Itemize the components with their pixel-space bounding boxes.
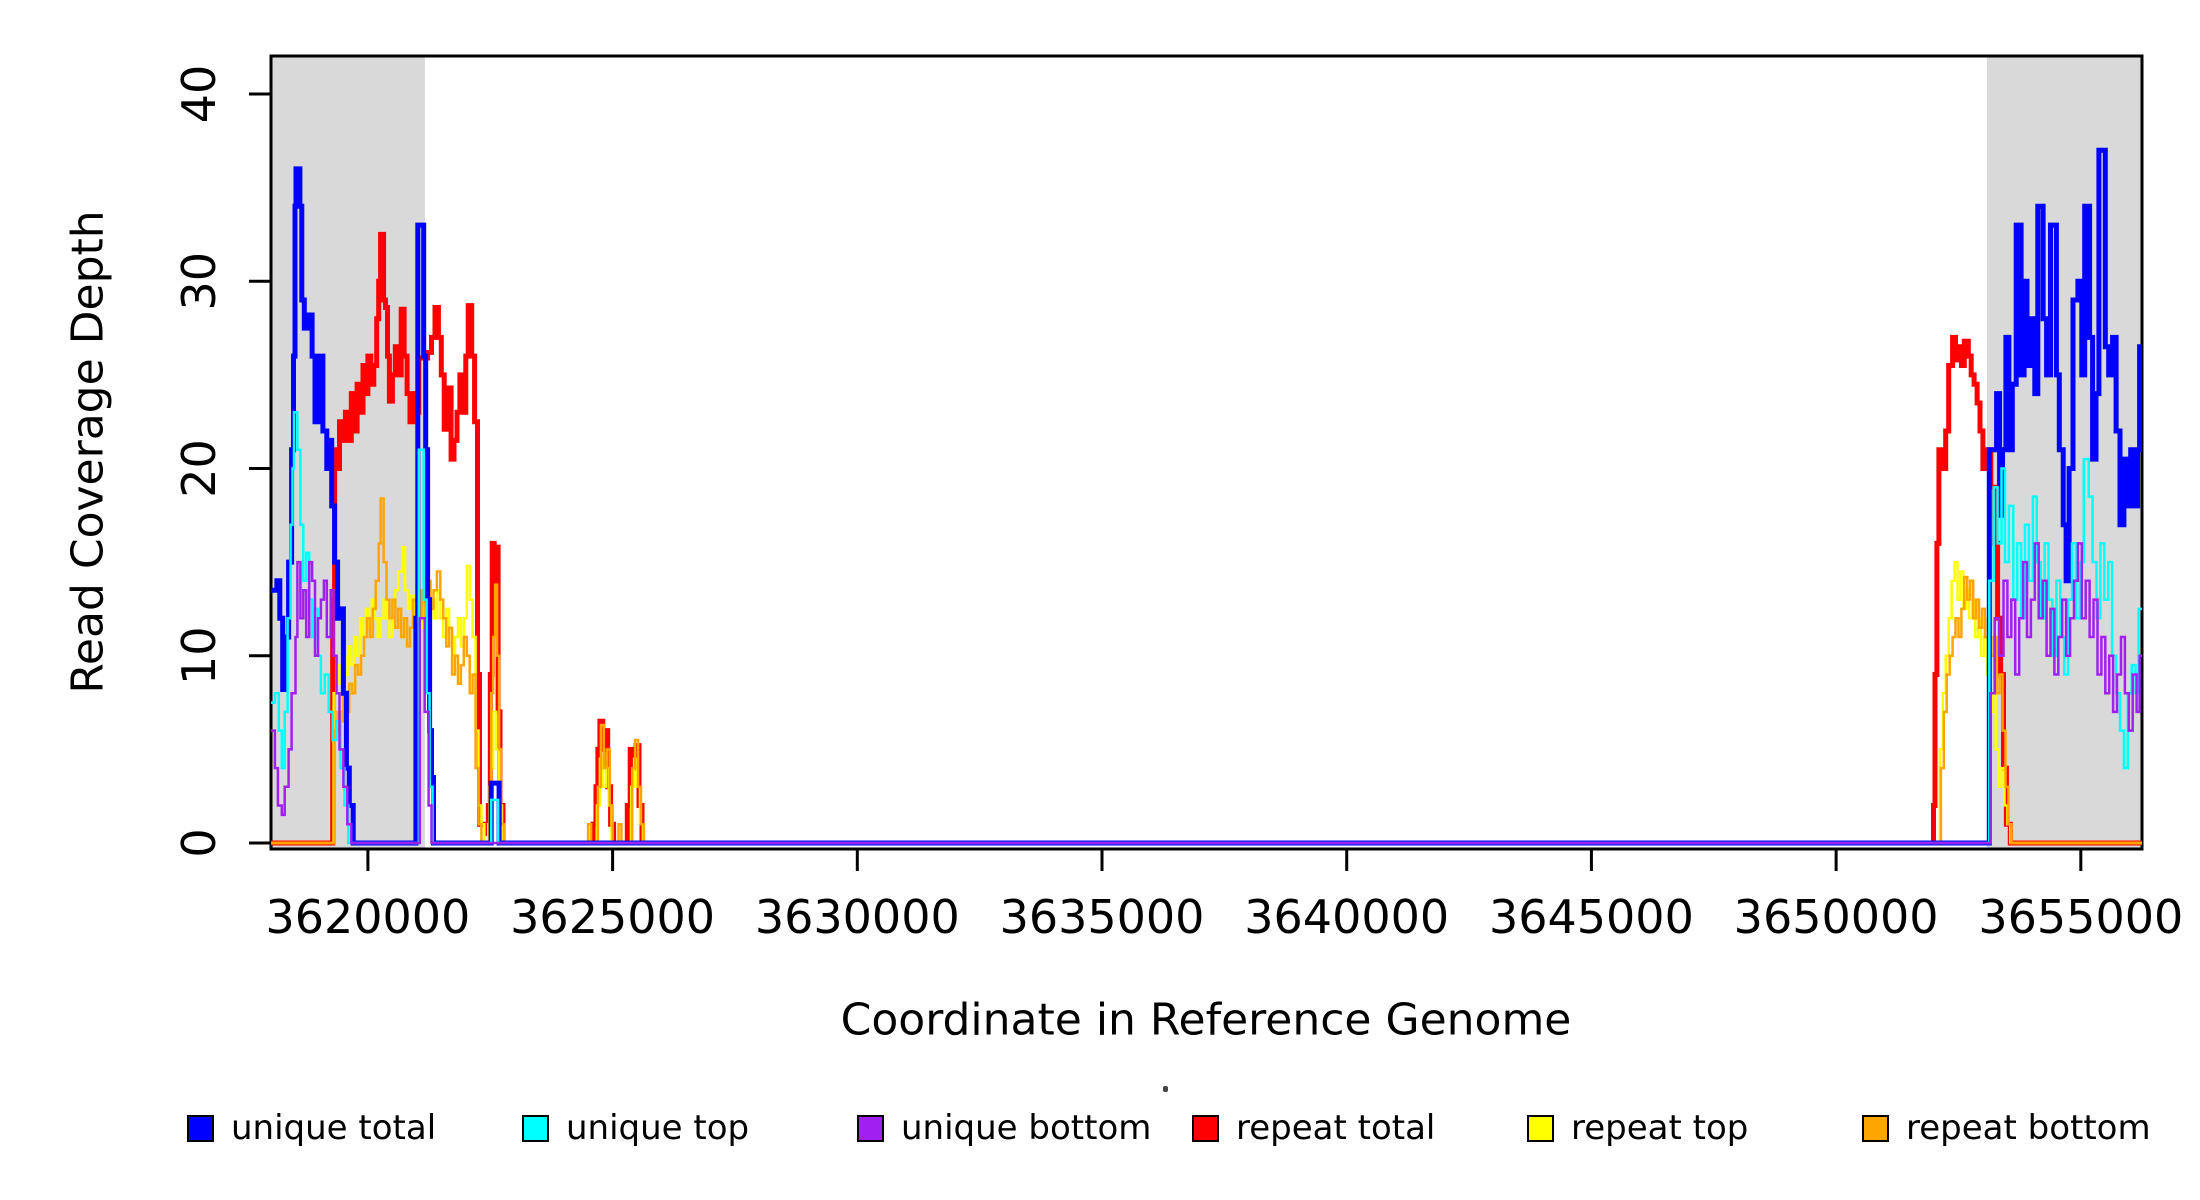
- stray-dot: [1163, 1086, 1168, 1092]
- series-line-repeat-bottom: [271, 497, 2142, 845]
- legend-swatch-icon: [1527, 1114, 1554, 1142]
- legend-item-unique-top: unique top: [522, 1108, 749, 1148]
- x-axis-title: Coordinate in Reference Genome: [840, 994, 1572, 1046]
- legend-label: repeat total: [1236, 1108, 1436, 1148]
- x-tick-label: 3655000: [1978, 890, 2183, 944]
- legend-item-unique-total: unique total: [187, 1108, 436, 1148]
- legend-swatch-icon: [187, 1114, 214, 1142]
- legend-label: unique total: [231, 1108, 437, 1148]
- series-line-unique-bottom: [271, 542, 2142, 845]
- legend-item-repeat-top: repeat top: [1527, 1108, 1748, 1148]
- series-line-unique-total: [271, 147, 2143, 846]
- series-line-repeat-total: [271, 231, 2142, 846]
- y-tick-label: 20: [172, 439, 226, 498]
- legend-item-unique-bottom: unique bottom: [857, 1108, 1151, 1148]
- legend-swatch-icon: [522, 1114, 549, 1142]
- x-tick-label: 3645000: [1489, 890, 1694, 944]
- x-tick-label: 3635000: [1000, 890, 1205, 944]
- y-tick-label: 40: [172, 65, 226, 124]
- legend-item-repeat-bottom: repeat bottom: [1862, 1108, 2151, 1148]
- x-tick-label: 3640000: [1244, 890, 1449, 944]
- y-tick-label: 30: [172, 252, 226, 311]
- series-group: [271, 147, 2143, 846]
- x-tick-label: 3630000: [755, 890, 960, 944]
- legend-label: repeat bottom: [1906, 1108, 2151, 1148]
- legend-swatch-icon: [1192, 1114, 1219, 1142]
- legend-label: repeat top: [1571, 1108, 1749, 1148]
- legend-swatch-icon: [857, 1114, 884, 1142]
- x-tick-label: 3620000: [265, 890, 470, 944]
- legend-label: unique bottom: [901, 1108, 1152, 1148]
- legend-label: unique top: [566, 1108, 750, 1148]
- x-tick-label: 3650000: [1734, 890, 1939, 944]
- series-line-repeat-top: [271, 545, 2142, 845]
- x-tick-label: 3625000: [510, 890, 715, 944]
- series-line-unique-top: [271, 411, 2142, 845]
- plot-box: [269, 54, 2144, 851]
- legend-item-repeat-total: repeat total: [1192, 1108, 1435, 1148]
- y-tick-label: 0: [172, 828, 226, 857]
- y-axis-title: Read Coverage Depth: [62, 210, 114, 694]
- legend-swatch-icon: [1862, 1114, 1889, 1142]
- y-tick-label: 10: [172, 626, 226, 685]
